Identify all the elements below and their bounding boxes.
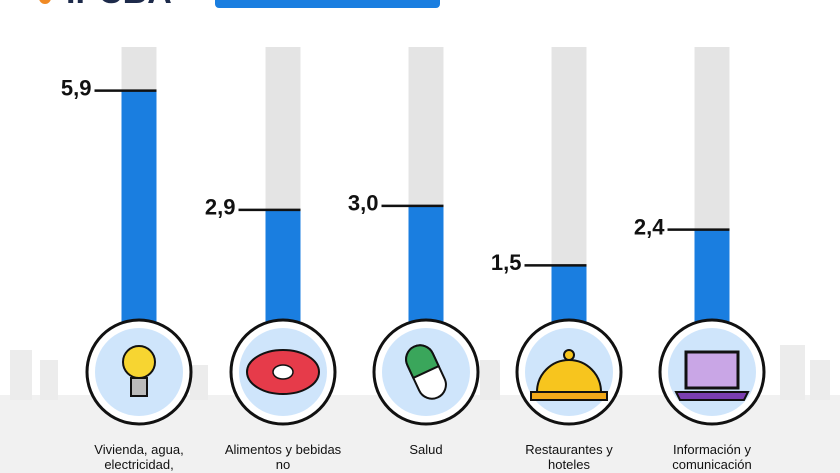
icon [272, 364, 294, 380]
icon [130, 377, 148, 397]
category-label: Salud [409, 442, 443, 457]
bar [408, 205, 444, 325]
icon [674, 391, 750, 401]
bar [551, 265, 587, 325]
value-label: 5,9 [61, 75, 92, 100]
bar [694, 229, 730, 325]
value-label: 1,5 [491, 250, 522, 275]
value-label: 2,9 [205, 195, 236, 220]
bar [265, 209, 301, 325]
value-label: 3,0 [348, 191, 379, 216]
bar [121, 90, 157, 325]
category-label: Restaurantes y hoteles [525, 442, 613, 472]
icon [563, 349, 575, 361]
category-label: Vivienda, agua, electricidad, [94, 442, 184, 472]
badge [215, 0, 440, 8]
chart-title: IPCBA [66, 0, 172, 11]
icon [684, 350, 740, 390]
value-label: 2,4 [634, 214, 665, 239]
skyline [10, 345, 830, 400]
icon [122, 345, 156, 379]
category-label: Información y comunicación [672, 442, 752, 472]
title-dot [39, 0, 51, 4]
category-label: Alimentos y bebidas no [224, 442, 342, 472]
icon [405, 344, 441, 380]
icon [530, 391, 608, 401]
